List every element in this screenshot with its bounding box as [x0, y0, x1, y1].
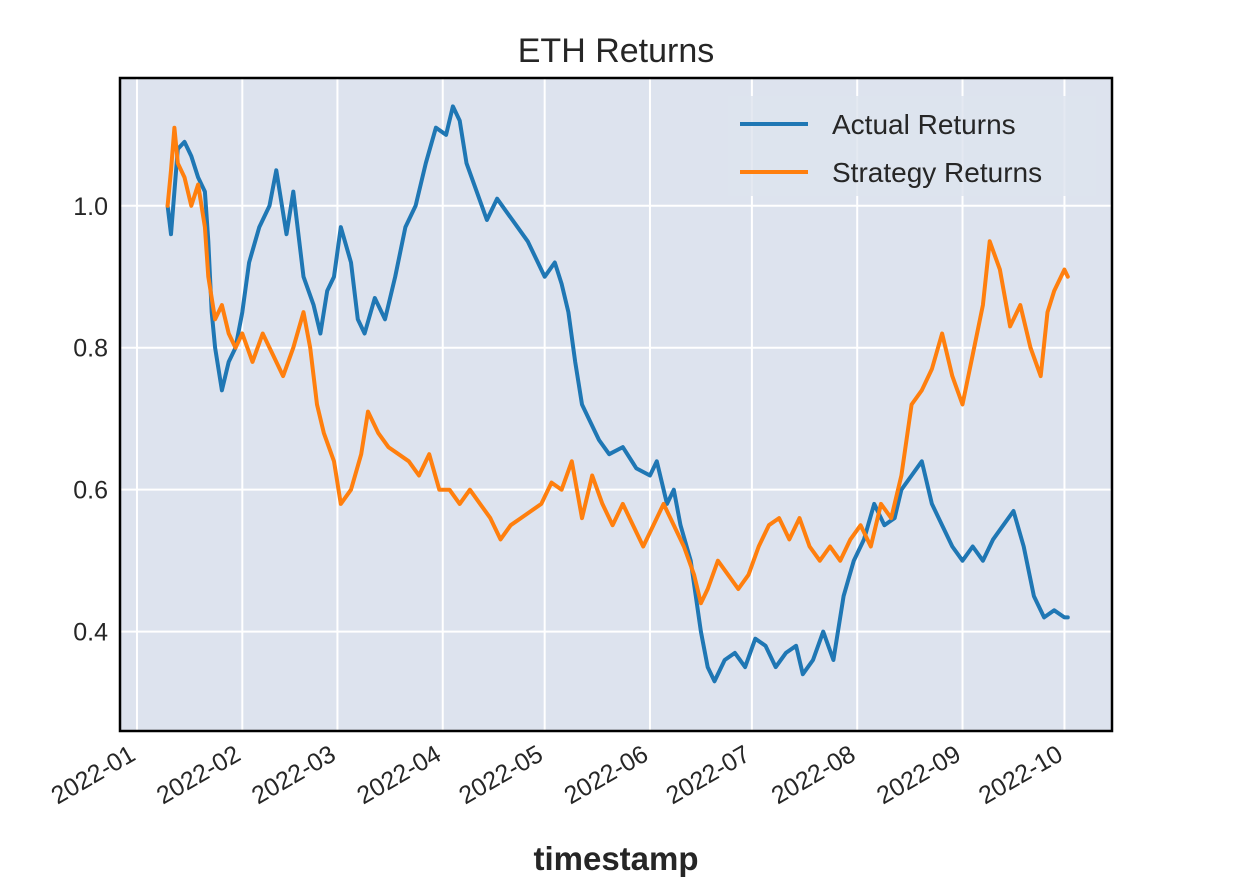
y-axis-ticks: 0.4 0.6 0.8 1.0 [73, 193, 108, 647]
legend-label: Strategy Returns [832, 157, 1042, 188]
legend: Actual Returns Strategy Returns [728, 96, 1096, 196]
x-tick-label: 2022-08 [767, 740, 860, 810]
series-line-actual-returns [165, 104, 1070, 684]
x-tick-label: 2022-03 [247, 740, 340, 810]
plot-frame [118, 76, 1114, 733]
y-tick-label: 1.0 [73, 193, 108, 221]
y-tick-label: 0.6 [73, 477, 108, 505]
grid-lines [120, 78, 1112, 731]
x-tick-label: 2022-04 [352, 740, 446, 810]
x-tick-label: 2022-05 [454, 740, 547, 810]
x-tick-label: 2022-09 [872, 740, 965, 810]
chart-title: ETH Returns [518, 32, 715, 70]
legend-label: Actual Returns [832, 109, 1016, 140]
series-lines [165, 104, 1070, 684]
x-axis-ticks: 2022-01 2022-02 2022-03 2022-04 2022-05 2022-… [47, 740, 1068, 810]
y-tick-label: 0.8 [73, 335, 108, 363]
x-tick-label: 2022-10 [974, 740, 1067, 810]
series-line-strategy-returns [165, 125, 1070, 606]
x-tick-label: 2022-06 [560, 740, 653, 810]
legend-box [728, 96, 1096, 196]
x-axis-label: timestamp [533, 840, 698, 877]
x-tick-label: 2022-07 [661, 740, 754, 810]
y-tick-label: 0.4 [73, 619, 108, 647]
x-tick-label: 2022-02 [152, 740, 245, 810]
x-tick-label: 2022-01 [47, 740, 140, 810]
